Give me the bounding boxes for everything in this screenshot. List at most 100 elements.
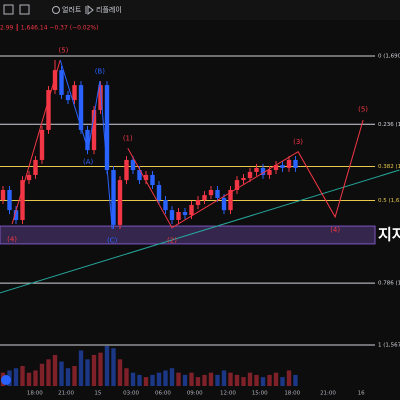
x-tick-label: 15:00 [252, 391, 268, 397]
x-tick-label: 09:00 [187, 391, 203, 397]
x-tick-label: 18:00 [284, 391, 300, 397]
candle-body [91, 109, 97, 151]
volume-bar [215, 374, 220, 386]
volume-bar [169, 368, 175, 386]
volume-bar [260, 377, 266, 386]
volume-bar [13, 368, 19, 386]
candle-body [293, 159, 298, 168]
candle-body [234, 180, 240, 190]
candle-body [280, 165, 285, 168]
candle-body [182, 212, 188, 216]
wave-label: (5) [58, 47, 68, 55]
toolbar-bg [0, 0, 400, 20]
alert-button[interactable]: 얼러트 [62, 5, 82, 14]
logo-icon [1, 375, 11, 385]
volume-bar [247, 372, 253, 386]
wave-path [127, 119, 364, 229]
volume-bar [267, 374, 272, 386]
candle-body [202, 195, 207, 201]
x-tick-label: 18:00 [27, 391, 43, 397]
volume-bar [280, 377, 285, 386]
candle-body [137, 170, 142, 181]
x-tick-label: 06:00 [155, 391, 171, 397]
candle-body [215, 189, 220, 198]
replay-button[interactable]: 리플레이 [96, 5, 122, 14]
volume-bar [143, 377, 149, 386]
volume-bar [104, 346, 110, 386]
plot: 0 (1,690.2 0.236 (1,6 0.382 (1,6 0.5 (1,628… [0, 47, 400, 397]
fib-label: 0.236 (1,6 [378, 122, 400, 128]
volume-bar [65, 368, 71, 386]
candle-body [78, 85, 84, 130]
candle-body [221, 197, 227, 211]
candle-body [195, 200, 201, 205]
wave-label: (4) [7, 235, 17, 243]
wave-label: (1) [123, 135, 133, 143]
volume-bar [293, 374, 298, 386]
candle-body [104, 85, 110, 171]
candle-body [59, 70, 64, 95]
candle-body [286, 159, 292, 168]
volume-bar [130, 372, 136, 386]
quote: 2.99 ┃ 1,646.14 −0.37 (−0.02%) [0, 24, 98, 32]
candle-body [33, 159, 38, 175]
candle-body [65, 94, 71, 101]
volume-bar [228, 372, 233, 386]
candle-body [273, 165, 279, 171]
candle-body [0, 189, 6, 201]
candle-body [247, 171, 253, 178]
wave-label: (B) [95, 68, 106, 76]
volume-bar [176, 372, 181, 386]
volume-bar [221, 370, 227, 386]
fib-label: 0.382 (1,6 [378, 164, 400, 170]
candle-body [39, 129, 45, 160]
wave-path [11, 59, 61, 225]
layout-icon[interactable] [3, 4, 14, 15]
replay-icon[interactable] [85, 4, 94, 16]
volume-bar [91, 354, 97, 386]
volume-bar [202, 374, 207, 386]
fib-label: 1 (1,567.0 [378, 342, 400, 348]
volume-bar [20, 366, 25, 386]
candle-body [72, 85, 77, 101]
x-tick-label: 16 [358, 391, 365, 397]
toolbar: 얼러트 리플레이 [0, 0, 400, 20]
support-label: 지지 [378, 225, 400, 243]
candle-body [13, 210, 19, 220]
volume-bar [117, 359, 123, 386]
candle-body [254, 167, 259, 172]
candle-body [124, 159, 129, 181]
volume-bar [59, 361, 64, 386]
candle-body [260, 167, 266, 175]
candle-body [169, 210, 175, 220]
fib-label: 0 (1,690.2 [378, 54, 400, 60]
alert-icon[interactable] [52, 6, 60, 14]
volume-bar [156, 372, 162, 386]
candle-body [176, 212, 181, 220]
grid-icon[interactable] [19, 4, 30, 15]
volume-bar [208, 372, 214, 386]
candle-body [52, 70, 58, 91]
x-tick-label: 15 [94, 391, 101, 397]
candle-body [85, 129, 90, 151]
volume-bar [111, 348, 116, 386]
volume-bar [39, 363, 45, 386]
volume-bar [241, 377, 246, 386]
volume-bar [33, 370, 38, 386]
volume-bar [163, 370, 168, 386]
candle-body [150, 174, 155, 186]
wave-label: (A) [83, 158, 94, 166]
candle-body [163, 200, 168, 211]
volume-bar [98, 352, 103, 386]
volume-bar [182, 374, 188, 386]
wave-label: (4) [330, 226, 340, 234]
candle-body [228, 189, 233, 211]
volume-bar [78, 350, 84, 386]
volume-bar [26, 372, 32, 386]
candle-body [143, 174, 149, 181]
volume-bar [234, 374, 240, 386]
wave-label: (2) [167, 237, 177, 245]
candle-body [156, 185, 162, 201]
